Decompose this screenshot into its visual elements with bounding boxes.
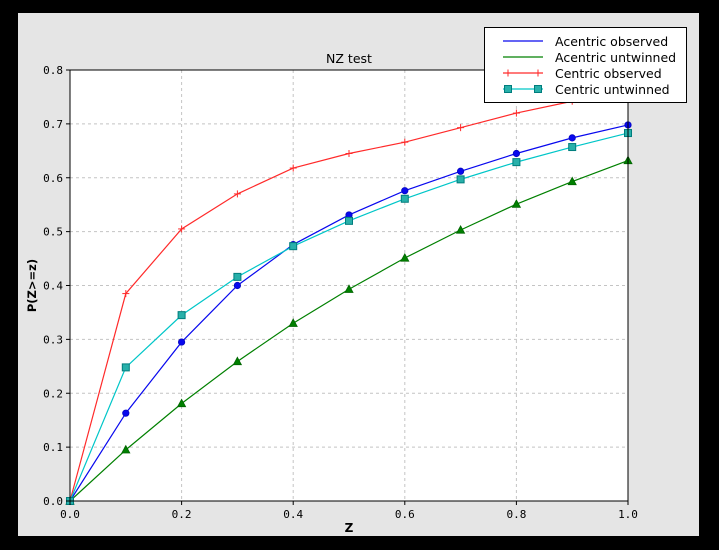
y-tick-label: 0.4 [43,280,63,293]
y-tick-label: 0.0 [43,495,63,508]
legend-item-acentric-untwinned: Acentric untwinned [502,49,682,65]
y-tick-label: 0.7 [43,118,63,131]
y-tick-label: 0.2 [43,387,63,400]
y-tick-label: 0.1 [43,441,63,454]
legend-sample-acentric-observed [503,40,543,42]
data-point-marker [232,356,243,366]
x-axis-label: Z [345,521,354,535]
y-tick-label: 0.6 [43,172,63,185]
legend-label: Centric observed [555,65,662,81]
y-axis-label: P(Z>=z) [25,259,39,312]
legend-item-centric-untwinned: Centric untwinned [502,81,682,97]
legend-label: Acentric untwinned [555,49,677,65]
x-tick-label: 0.8 [506,508,526,521]
legend-label: Centric untwinned [555,81,670,97]
data-point-marker [511,199,522,208]
data-point-marker [568,134,576,142]
data-point-marker [233,281,241,290]
x-tick-label: 0.6 [395,508,415,521]
data-point-marker [289,242,298,251]
data-point-marker [456,175,465,184]
data-point-marker [401,187,409,195]
data-point-marker [177,311,186,320]
y-tick-label: 0.5 [43,226,63,239]
x-tick-label: 0.2 [172,508,192,521]
x-tick-label: 0.4 [283,508,303,521]
data-point-marker [233,272,242,281]
data-point-marker [345,216,353,225]
legend-sample-centric-observed [503,69,543,77]
legend-sample-acentric-untwinned [503,56,543,58]
legend-label: Acentric observed [555,33,669,49]
data-point-marker [512,149,521,158]
data-point-marker [504,85,512,93]
data-point-marker [456,167,465,175]
data-point-marker [121,444,131,454]
x-tick-label: 1.0 [618,508,638,521]
data-point-marker [178,338,186,346]
data-point-marker [400,252,410,262]
y-tick-label: 0.8 [43,64,63,77]
data-point-marker [288,318,298,327]
data-point-marker [344,284,354,293]
legend-item-centric-observed: Centric observed [502,65,682,81]
data-point-marker [121,363,130,372]
chart-title: NZ test [326,51,372,66]
x-tick-label: 0.0 [60,508,80,521]
data-point-marker [568,143,577,152]
y-tick-label: 0.3 [43,333,63,346]
data-point-marker [567,176,577,186]
data-point-marker [122,409,130,417]
data-point-marker [455,224,466,234]
legend-item-acentric-observed: Acentric observed [502,33,682,49]
data-point-marker [512,158,521,167]
data-point-marker [534,85,542,93]
legend: Acentric observed Acentric untwinned Cen… [484,27,687,103]
data-point-marker [400,194,409,203]
data-point-marker [176,398,187,408]
legend-sample-centric-untwinned [503,85,543,93]
